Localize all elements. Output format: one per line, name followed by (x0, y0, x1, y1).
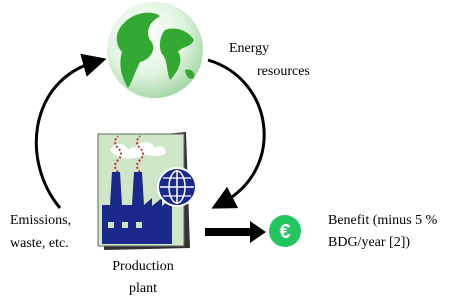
energy-label: Energy (229, 41, 269, 56)
arrow-up (36, 62, 95, 208)
plant-icon (98, 132, 196, 250)
emissions-label: Emissions, (10, 213, 71, 228)
emissions-label: waste, etc. (10, 236, 69, 251)
benefit-label: Benefit (minus 5 % (328, 213, 438, 228)
euro-symbol: € (279, 221, 290, 243)
diagram: € Energy resources Emissions, waste, etc… (0, 0, 466, 296)
plant-label: Production (112, 259, 173, 274)
page: {"labels": { "energy": ["Energy", "resou… (0, 0, 466, 296)
earth-globe (107, 2, 203, 98)
benefit-arrow (205, 221, 266, 243)
benefit-label: BDG/year [2]) (328, 235, 410, 250)
plant-label: plant (129, 281, 157, 296)
arrow-down (208, 60, 264, 203)
energy-label: resources (257, 64, 310, 79)
